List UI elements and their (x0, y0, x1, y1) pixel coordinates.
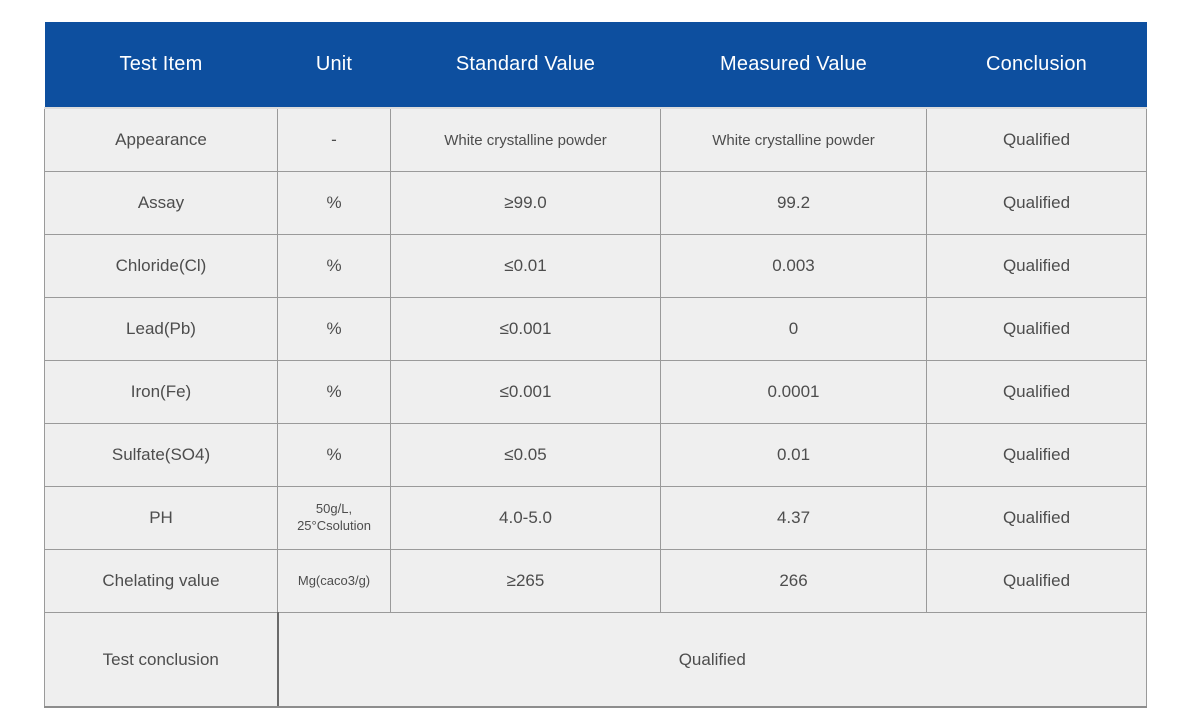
table-row-ph: PH 50g/L, 25°Csolution 4.0-5.0 4.37 Qual… (44, 486, 1147, 550)
footer-value: Qualified (276, 612, 1147, 708)
cell-conclusion: Qualified (926, 549, 1147, 613)
table-row-chelating-value: Chelating value Mg(caco3/g) ≥265 266 Qua… (44, 549, 1147, 613)
table-row-iron: Iron(Fe) % ≤0.001 0.0001 Qualified (44, 360, 1147, 424)
cell-item: PH (44, 486, 278, 550)
table-row-sulfate: Sulfate(SO4) % ≤0.05 0.01 Qualified (44, 423, 1147, 487)
cell-standard: ≤0.001 (390, 360, 661, 424)
cell-unit: - (277, 107, 391, 172)
cell-conclusion: Qualified (926, 297, 1147, 361)
cell-item: Chelating value (44, 549, 278, 613)
cell-measured: 0 (660, 297, 927, 361)
cell-measured: White crystalline powder (660, 107, 927, 172)
cell-standard: ≤0.01 (390, 234, 661, 298)
cell-conclusion: Qualified (926, 486, 1147, 550)
cell-item: Chloride(Cl) (44, 234, 278, 298)
cell-measured: 0.003 (660, 234, 927, 298)
cell-conclusion: Qualified (926, 360, 1147, 424)
table-row-lead: Lead(Pb) % ≤0.001 0 Qualified (44, 297, 1147, 361)
cell-item: Assay (44, 171, 278, 235)
cell-standard: 4.0-5.0 (390, 486, 661, 550)
table-row-chloride: Chloride(Cl) % ≤0.01 0.003 Qualified (44, 234, 1147, 298)
cell-item: Appearance (44, 107, 278, 172)
footer-label: Test conclusion (44, 612, 278, 708)
cell-conclusion: Qualified (926, 423, 1147, 487)
cell-measured: 0.01 (660, 423, 927, 487)
column-header-unit: Unit (277, 22, 391, 108)
table-header-row: Test Item Unit Standard Value Measured V… (44, 22, 1147, 108)
cell-unit: % (277, 297, 391, 361)
cell-standard: ≥99.0 (390, 171, 661, 235)
cell-item: Iron(Fe) (44, 360, 278, 424)
cell-unit: % (277, 171, 391, 235)
cell-measured: 266 (660, 549, 927, 613)
table-row-assay: Assay % ≥99.0 99.2 Qualified (44, 171, 1147, 235)
cell-standard: ≤0.001 (390, 297, 661, 361)
cell-unit: % (277, 234, 391, 298)
cell-standard: White crystalline powder (390, 107, 661, 172)
column-header-measured-value: Measured Value (660, 22, 927, 108)
column-header-conclusion: Conclusion (926, 22, 1147, 108)
cell-measured: 0.0001 (660, 360, 927, 424)
cell-measured: 99.2 (660, 171, 927, 235)
cell-conclusion: Qualified (926, 234, 1147, 298)
cell-unit: % (277, 360, 391, 424)
cell-item: Lead(Pb) (44, 297, 278, 361)
cell-unit: Mg(caco3/g) (277, 549, 391, 613)
cell-conclusion: Qualified (926, 107, 1147, 172)
cell-standard: ≥265 (390, 549, 661, 613)
cell-unit: % (277, 423, 391, 487)
column-header-test-item: Test Item (44, 22, 278, 108)
cell-measured: 4.37 (660, 486, 927, 550)
table-row-appearance: Appearance - White crystalline powder Wh… (44, 107, 1147, 172)
column-header-standard-value: Standard Value (390, 22, 661, 108)
qc-results-table: Test Item Unit Standard Value Measured V… (44, 22, 1147, 708)
table-row-test-conclusion: Test conclusion Qualified (44, 612, 1147, 708)
cell-conclusion: Qualified (926, 171, 1147, 235)
cell-unit: 50g/L, 25°Csolution (277, 486, 391, 550)
cell-standard: ≤0.05 (390, 423, 661, 487)
cell-item: Sulfate(SO4) (44, 423, 278, 487)
